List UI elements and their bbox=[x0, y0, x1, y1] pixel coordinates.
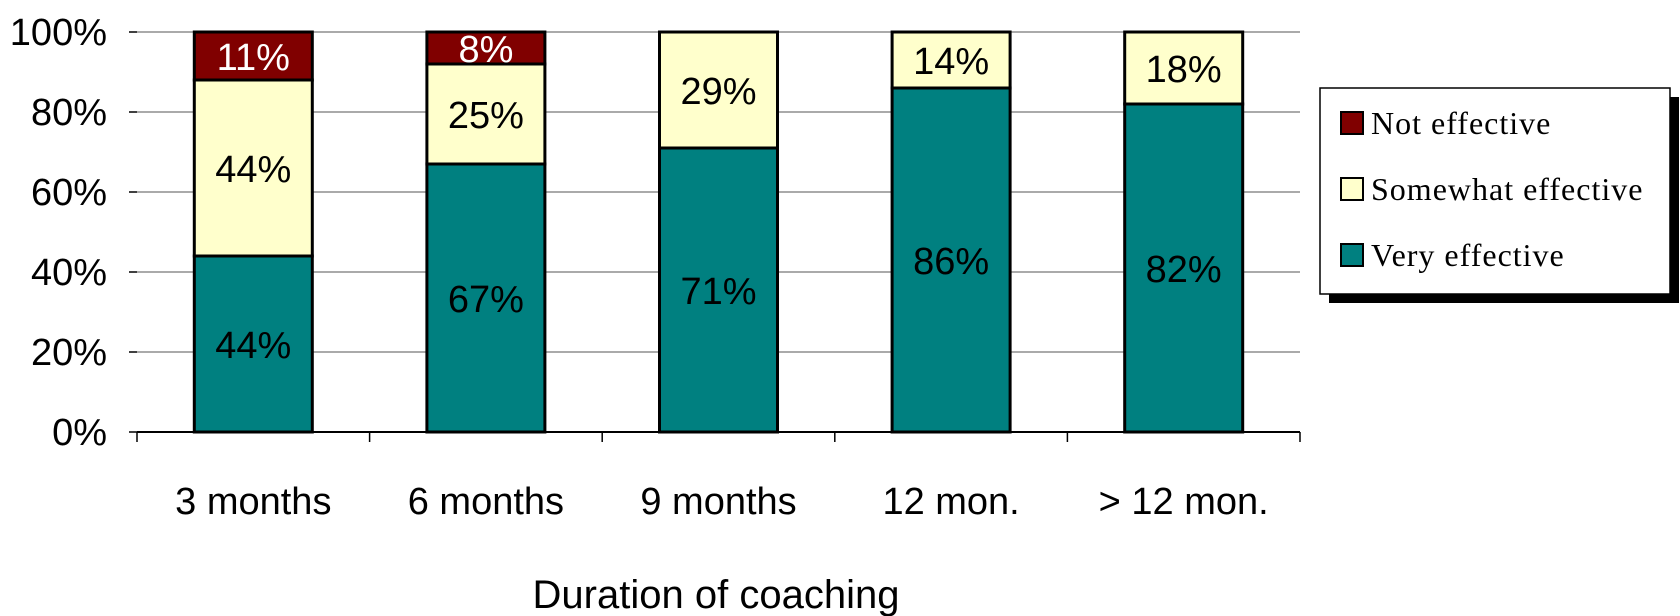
data-label: 86% bbox=[913, 241, 989, 283]
bar-segment-very-effective bbox=[890, 86, 1012, 434]
legend-label: Somewhat effective bbox=[1371, 171, 1643, 207]
legend-label: Not effective bbox=[1371, 105, 1551, 141]
bar-segment-somewhat-effective bbox=[1123, 30, 1245, 106]
bar-segment-not-effective bbox=[425, 30, 547, 66]
legend: Not effective Somewhat effective Very effe… bbox=[1319, 87, 1679, 303]
bar-segment-very-effective bbox=[1123, 102, 1245, 434]
legend-box bbox=[1319, 87, 1671, 295]
legend-swatch bbox=[1340, 111, 1364, 135]
data-label: 67% bbox=[448, 279, 524, 321]
x-category-label: 9 months bbox=[640, 481, 796, 523]
bar-segment-not-effective bbox=[192, 30, 314, 82]
data-label: 29% bbox=[680, 71, 756, 113]
data-label: 14% bbox=[913, 41, 989, 83]
bar-segment-somewhat-effective bbox=[425, 62, 547, 166]
bars bbox=[192, 30, 1245, 434]
x-axis-category-labels: 3 months 6 months 9 months 12 mon. > 12 mon. bbox=[175, 481, 1269, 523]
data-label: 44% bbox=[215, 325, 291, 367]
x-category-label: 6 months bbox=[408, 481, 564, 523]
bar-segment-very-effective bbox=[425, 162, 547, 434]
data-label: 8% bbox=[458, 29, 513, 71]
x-axis bbox=[136, 431, 1301, 442]
y-tick-label: 100% bbox=[10, 12, 107, 54]
bar-segment-somewhat-effective bbox=[890, 30, 1012, 90]
y-tick-label: 0% bbox=[52, 412, 107, 454]
data-label: 18% bbox=[1146, 49, 1222, 91]
data-label: 82% bbox=[1146, 249, 1222, 291]
x-axis-title: Duration of coaching bbox=[533, 573, 900, 616]
y-tick-label: 20% bbox=[31, 332, 107, 374]
data-labels: 44% 44% 11% 67% 25% 8% 71% 29% 86% 14% 82% 18% bbox=[215, 29, 1221, 367]
x-category-label: 3 months bbox=[175, 481, 331, 523]
data-label: 71% bbox=[680, 271, 756, 313]
data-label: 44% bbox=[215, 149, 291, 191]
y-tick-label: 60% bbox=[31, 172, 107, 214]
y-tick-label: 40% bbox=[31, 252, 107, 294]
y-tick-label: 80% bbox=[31, 92, 107, 134]
bar-segment-very-effective bbox=[192, 254, 314, 434]
bar-segment-somewhat-effective bbox=[192, 78, 314, 258]
data-label: 11% bbox=[217, 37, 290, 79]
x-category-label: 12 mon. bbox=[882, 481, 1019, 523]
x-category-label: > 12 mon. bbox=[1099, 481, 1269, 523]
legend-swatch bbox=[1340, 243, 1364, 267]
y-axis-tick-labels: 0% 20% 40% 60% 80% 100% bbox=[10, 12, 107, 454]
data-label: 25% bbox=[448, 95, 524, 137]
legend-label: Very effective bbox=[1371, 237, 1565, 273]
bar-segment-somewhat-effective bbox=[658, 30, 779, 150]
legend-swatch bbox=[1340, 177, 1364, 201]
